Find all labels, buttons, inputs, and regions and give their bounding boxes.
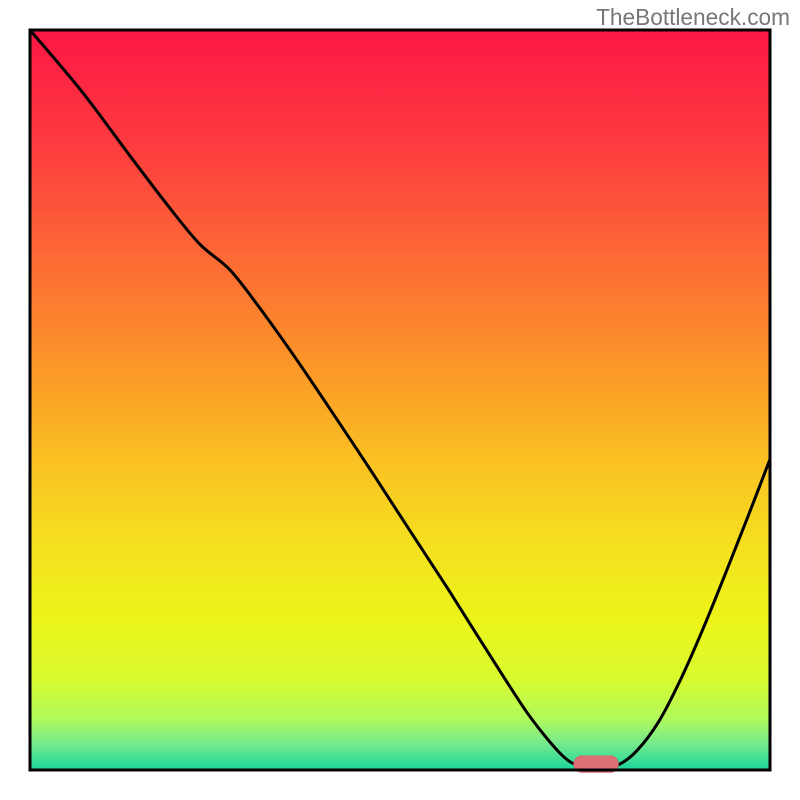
plot-background [30,30,770,770]
chart-root: TheBottleneck.com [0,0,800,800]
chart-svg [0,0,800,800]
